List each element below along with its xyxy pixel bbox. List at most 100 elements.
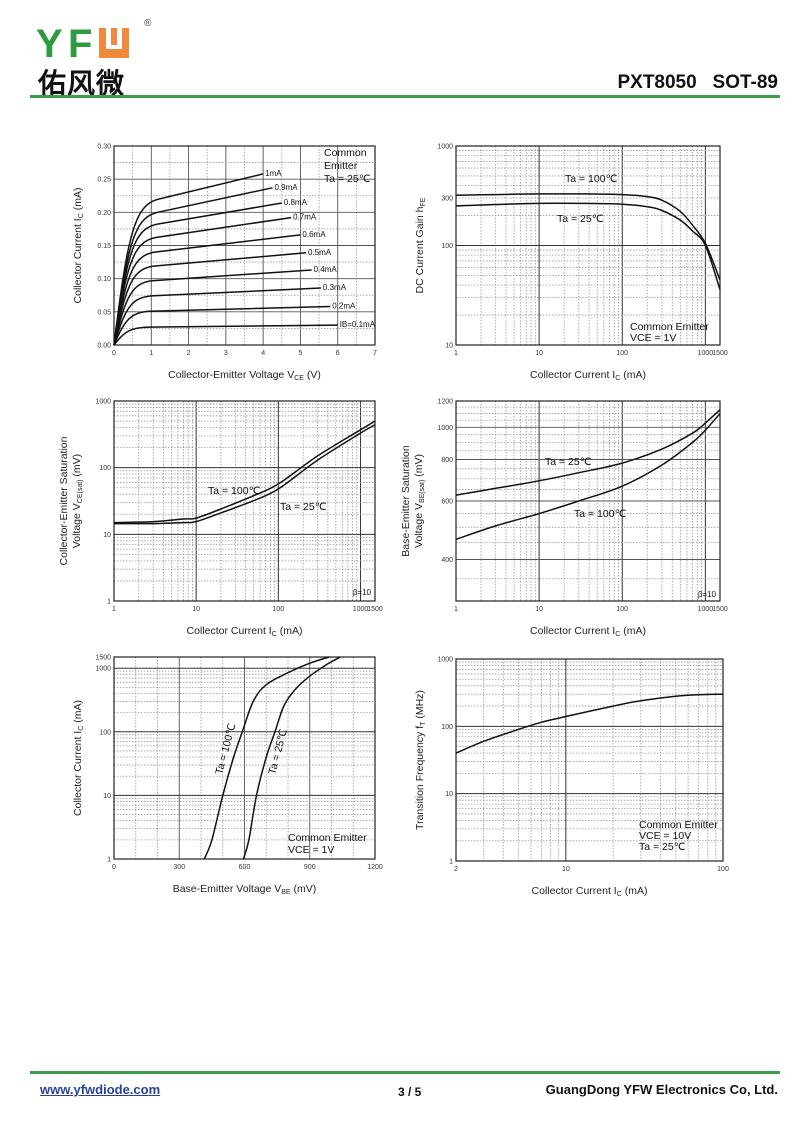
x-tick-label: 100: [717, 866, 729, 873]
series-label: 0.6mA: [302, 230, 326, 239]
x-tick-label: 100: [273, 606, 285, 613]
series-line-ib-0p9mA: [113, 187, 273, 346]
annotation-2: Common Emitter: [630, 321, 709, 333]
y-tick-label: 400: [441, 557, 453, 564]
y-tick-label: 1000: [437, 425, 453, 432]
series-line-ib-0p6mA: [113, 234, 301, 346]
x-axis-label: Collector Current IC (mA): [532, 885, 648, 898]
series-label: 0.5mA: [308, 248, 332, 257]
x-tick-label: 1500: [367, 606, 383, 613]
y-axis-label-line1: Collector-Emitter Saturation: [58, 436, 70, 565]
plot-frame: [113, 400, 376, 602]
logo-chinese-name: 佑风微: [38, 67, 126, 100]
chart-vbe: 0 300 600 900 1200 1 10 100 1000 1500 Base-Emitter…: [72, 655, 383, 897]
annotation-2: Common Emitter: [288, 832, 367, 844]
x-tick-label: 2: [454, 866, 458, 873]
x-axis-label: Collector Current IC (mA): [530, 625, 646, 638]
x-tick-label: 7: [373, 350, 377, 357]
x-tick-label: 1000: [353, 606, 369, 613]
x-tick-label: 10: [562, 866, 570, 873]
y-axis-label-line1: Base-Emitter Saturation: [400, 445, 412, 557]
x-tick-label: 1500: [712, 606, 728, 613]
annotation-1: Ta = 100℃: [574, 508, 627, 520]
y-tick-label: 0.20: [97, 210, 111, 217]
chart-output: 0 1 2 3 4 5 6 7 0.00 0.05 0.10 0.15 0.20 0.25 0.30 Coll…: [72, 144, 377, 383]
x-tick-label: 6: [336, 350, 340, 357]
x-tick-label: 10: [535, 606, 543, 613]
y-axis-label: Collector Current IC (mA): [72, 188, 85, 304]
logo-letter-f: F: [68, 22, 92, 66]
y-tick-label: 1000: [95, 666, 111, 673]
y-tick-label: 0.00: [97, 343, 111, 350]
annotation-curve-temperature: Ta = 100℃: [213, 722, 238, 776]
annotation-temperature: Ta = 25℃: [324, 173, 371, 185]
x-tick-label: 1000: [698, 606, 714, 613]
series-line-ib-0p5mA: [113, 252, 307, 346]
x-tick-label: 4: [261, 350, 265, 357]
y-tick-label: 1: [107, 599, 111, 606]
logo-letter-y: Y: [36, 22, 63, 66]
plot-frame: [113, 656, 376, 860]
series-label: 0.3mA: [323, 283, 347, 292]
plot-frame: [113, 145, 376, 346]
annotation-1: Ta = 25℃: [280, 501, 327, 513]
annotation-0: Ta = 100℃: [208, 485, 261, 497]
annotation-0: Common Emitter: [639, 819, 718, 831]
footer-divider: [30, 1071, 780, 1074]
series-line-0: [455, 409, 721, 496]
annotation-2: β=10: [353, 588, 372, 597]
y-tick-label: 1200: [437, 399, 453, 406]
document-title: PXT8050 SOT-89: [617, 72, 778, 93]
series-line-ib-0p4mA: [113, 269, 312, 346]
series-line-ib-0p3mA: [113, 287, 321, 346]
x-axis-label: Base-Emitter Voltage VBE (mV): [173, 883, 317, 896]
series-line-1: [455, 202, 721, 290]
series-line-0: [203, 656, 330, 860]
series-label: 0.7mA: [293, 213, 317, 222]
y-axis-label: DC Current Gain hFE: [414, 197, 427, 293]
y-tick-label: 0.05: [97, 309, 111, 316]
website-link[interactable]: www.yfwdiode.com: [40, 1082, 161, 1097]
annotation-3: VCE = 1V: [288, 844, 334, 856]
x-tick-label: 3: [224, 350, 228, 357]
y-tick-label: 1000: [437, 657, 453, 664]
logo-letter-w-mark: [99, 28, 129, 58]
annotation-2: Ta = 25℃: [639, 841, 686, 853]
y-tick-label: 0.30: [97, 144, 111, 151]
x-tick-label: 5: [298, 350, 302, 357]
plot-frame: [455, 400, 721, 602]
annotation-1: VCE = 10V: [639, 830, 691, 842]
header-divider: [30, 95, 780, 98]
plot-frame: [455, 145, 721, 346]
x-tick-label: 100: [616, 350, 628, 357]
series-line-ib-0p1mA: [113, 324, 338, 346]
y-axis-label: Voltage VBE(sat) (mV): [413, 454, 426, 548]
x-tick-label: 300: [173, 864, 185, 871]
y-tick-label: 1500: [95, 655, 111, 662]
x-tick-label: 1500: [712, 350, 728, 357]
page-number: 3 / 5: [398, 1085, 422, 1099]
annotation-2: β=10: [698, 590, 717, 599]
plot-frame: [455, 658, 724, 862]
y-tick-label: 0.25: [97, 177, 111, 184]
y-tick-label: 100: [441, 243, 453, 250]
y-axis-label: Collector Current IC (mA): [72, 700, 85, 816]
x-tick-label: 1: [454, 350, 458, 357]
x-axis-label: Collector Current IC (mA): [530, 369, 646, 382]
y-tick-label: 10: [103, 793, 111, 800]
series-label: 0.2mA: [332, 302, 356, 311]
y-tick-label: 100: [441, 724, 453, 731]
y-tick-label: 600: [441, 499, 453, 506]
company-logo: Y F ® 佑风微: [36, 18, 166, 100]
series-label: IB=0.1mA: [340, 320, 376, 329]
x-tick-label: 1: [454, 606, 458, 613]
x-tick-label: 100: [616, 606, 628, 613]
x-tick-label: 1200: [367, 864, 383, 871]
x-tick-label: 10: [192, 606, 200, 613]
x-tick-label: 0: [112, 350, 116, 357]
x-axis-label: Collector-Emitter Voltage VCE (V): [168, 369, 321, 382]
annotation-emitter: Emitter: [324, 160, 358, 172]
registered-mark: ®: [144, 18, 152, 29]
